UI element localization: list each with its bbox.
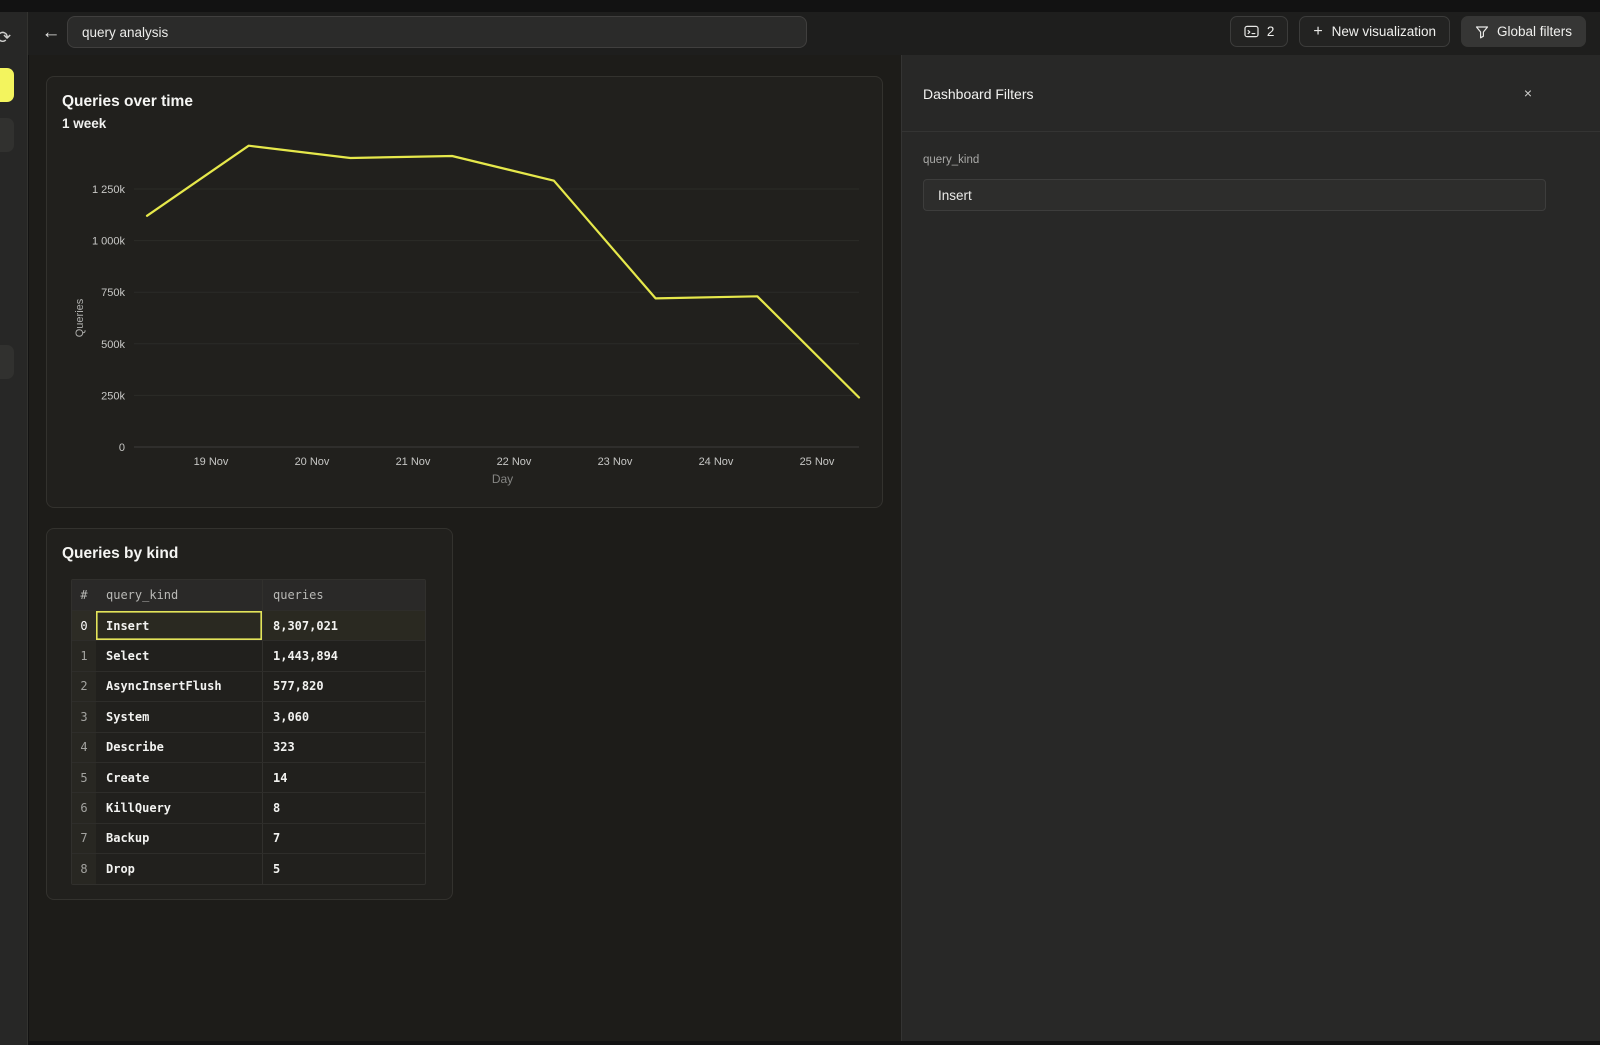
- dashboard-title-input[interactable]: [67, 16, 807, 48]
- table-row[interactable]: 0 Insert 8,307,021: [72, 610, 425, 641]
- cell-queries[interactable]: 7: [262, 823, 425, 854]
- window-bottom-edge: [0, 1041, 1600, 1045]
- cell-query-kind[interactable]: System: [106, 709, 150, 724]
- queries-by-kind-card: Queries by kind # query_kind queries 0 Inser…: [46, 528, 453, 900]
- cell-queries[interactable]: 8: [262, 793, 425, 823]
- cell-queries[interactable]: 5: [262, 854, 425, 884]
- close-icon[interactable]: ×: [1523, 85, 1533, 101]
- chart-subtitle: 1 week: [62, 116, 107, 131]
- svg-text:22 Nov: 22 Nov: [497, 456, 532, 468]
- queries-table: # query_kind queries 0 Insert 8,307,021 1 Selec…: [71, 579, 426, 885]
- svg-text:24 Nov: 24 Nov: [699, 456, 734, 468]
- global-filters-button[interactable]: Global filters: [1460, 16, 1586, 47]
- svg-text:23 Nov: 23 Nov: [598, 456, 633, 468]
- cell-query-kind[interactable]: KillQuery: [106, 801, 172, 816]
- cell-index: 6: [72, 793, 96, 823]
- console-count: 2: [1266, 24, 1275, 39]
- back-button[interactable]: ←: [41, 22, 61, 43]
- cell-index: 5: [72, 762, 96, 793]
- cell-index: 0: [72, 611, 96, 641]
- cell-queries[interactable]: 1,443,894: [262, 641, 425, 671]
- cell-query-kind[interactable]: Backup: [106, 831, 150, 846]
- cell-index: 7: [72, 823, 96, 854]
- table-row[interactable]: 5 Create 14: [72, 761, 425, 793]
- table-row[interactable]: 1 Select 1,443,894: [72, 640, 425, 671]
- table-row[interactable]: 6 KillQuery 8: [72, 792, 425, 823]
- plus-icon: +: [1313, 22, 1323, 40]
- panel-title: Dashboard Filters: [923, 86, 1034, 102]
- cell-index: 4: [72, 732, 96, 762]
- cell-queries[interactable]: 8,307,021: [262, 611, 425, 641]
- table-title: Queries by kind: [62, 545, 179, 562]
- new-visualization-button[interactable]: + New visualization: [1299, 16, 1450, 47]
- cell-index: 2: [72, 671, 96, 702]
- cell-query-kind[interactable]: Create: [106, 770, 150, 785]
- svg-text:500k: 500k: [101, 339, 125, 351]
- table-header-row: # query_kind queries: [72, 580, 425, 610]
- topbar-actions: 2 + New visualization Global filters: [1229, 16, 1586, 48]
- filter-field-input[interactable]: [923, 179, 1546, 211]
- top-bar: ← 2 + New visualization: [28, 12, 1600, 55]
- svg-text:25 Nov: 25 Nov: [800, 456, 835, 468]
- cell-queries[interactable]: 3,060: [262, 702, 425, 732]
- new-visualization-label: New visualization: [1331, 24, 1436, 39]
- filter-field-label: query_kind: [923, 154, 980, 166]
- col-header-query-kind[interactable]: query_kind: [106, 588, 179, 602]
- svg-text:0: 0: [119, 442, 125, 454]
- sidebar-item[interactable]: [0, 345, 14, 379]
- table-row[interactable]: 7 Backup 7: [72, 822, 425, 854]
- terminal-icon: [1244, 25, 1259, 38]
- svg-text:19 Nov: 19 Nov: [194, 456, 229, 468]
- cell-index: 8: [72, 854, 96, 884]
- table-row[interactable]: 4 Describe 323: [72, 731, 425, 762]
- sidebar-item-active[interactable]: [0, 68, 14, 102]
- svg-text:Day: Day: [492, 472, 513, 486]
- cell-queries[interactable]: 577,820: [262, 671, 425, 702]
- chart-title: Queries over time: [62, 93, 193, 110]
- table-row[interactable]: 3 System 3,060: [72, 701, 425, 732]
- cell-query-kind[interactable]: Select: [106, 649, 150, 664]
- cell-queries[interactable]: 323: [262, 732, 425, 762]
- cell-query-kind[interactable]: Insert: [96, 611, 262, 640]
- cell-index: 3: [72, 702, 96, 732]
- dashboard-canvas: Queries over time 1 week 0 250k 500k 750k 1 …: [29, 55, 901, 1041]
- cell-query-kind[interactable]: Describe: [106, 740, 164, 755]
- window-top-edge: [0, 0, 1600, 12]
- sidebar-item[interactable]: [0, 118, 14, 152]
- panel-divider: [902, 131, 1600, 132]
- left-sidebar: ⟳: [0, 12, 28, 1045]
- table-row[interactable]: 2 AsyncInsertFlush 577,820: [72, 670, 425, 702]
- svg-text:250k: 250k: [101, 390, 125, 402]
- svg-text:750k: 750k: [101, 287, 125, 299]
- svg-text:21 Nov: 21 Nov: [396, 456, 431, 468]
- svg-text:1 250k: 1 250k: [92, 184, 126, 196]
- queries-over-time-card: Queries over time 1 week 0 250k 500k 750k 1 …: [46, 76, 883, 508]
- svg-text:Queries: Queries: [74, 298, 86, 337]
- svg-text:20 Nov: 20 Nov: [295, 456, 330, 468]
- col-header-queries[interactable]: queries: [262, 580, 425, 610]
- global-filters-label: Global filters: [1496, 24, 1572, 39]
- cell-query-kind[interactable]: AsyncInsertFlush: [106, 679, 222, 694]
- cell-query-kind[interactable]: Drop: [106, 861, 135, 876]
- funnel-icon: [1475, 25, 1489, 39]
- console-queries-button[interactable]: 2: [1229, 16, 1289, 47]
- refresh-icon[interactable]: ⟳: [0, 28, 12, 47]
- cell-queries[interactable]: 14: [262, 762, 425, 793]
- svg-text:1 000k: 1 000k: [92, 236, 126, 248]
- col-header-index: #: [72, 580, 96, 610]
- queries-line-chart[interactable]: 0 250k 500k 750k 1 000k 1 250k Queries 19 Nov 20…: [47, 135, 882, 507]
- dashboard-filters-panel: Dashboard Filters × query_kind: [901, 55, 1600, 1041]
- cell-index: 1: [72, 641, 96, 671]
- table-row[interactable]: 8 Drop 5: [72, 853, 425, 884]
